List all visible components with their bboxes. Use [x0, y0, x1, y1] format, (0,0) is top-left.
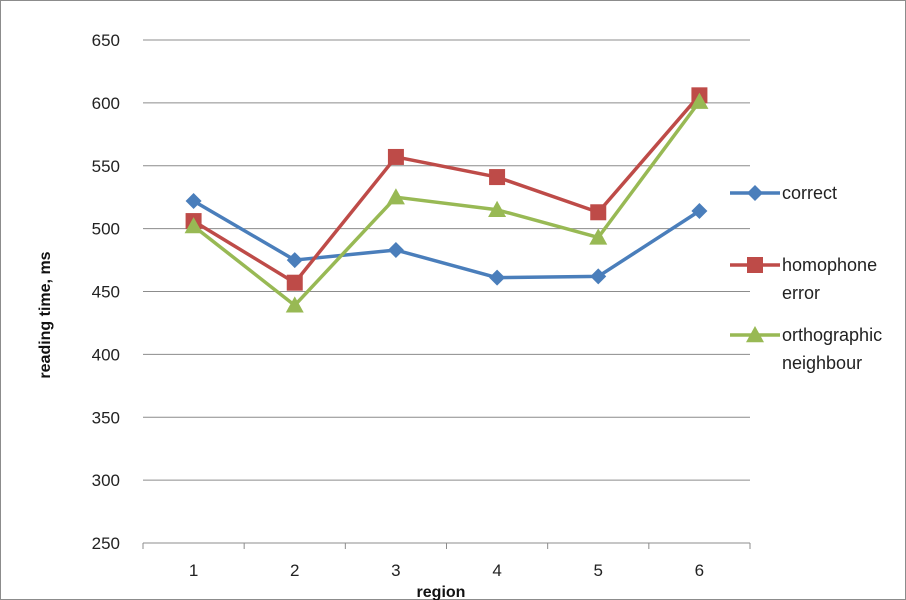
data-point	[489, 269, 506, 286]
data-point	[184, 217, 203, 234]
x-tick-label: 3	[391, 561, 400, 580]
y-tick-label: 400	[92, 345, 120, 364]
data-point	[590, 204, 607, 221]
legend-label: homophone	[782, 255, 877, 275]
x-tick-label: 2	[290, 561, 299, 580]
series-correct	[185, 192, 708, 286]
legend-item: orthographic neighbour	[730, 325, 882, 373]
x-tick-label: 4	[492, 561, 501, 580]
legend-marker	[746, 326, 764, 343]
legend-item: correct	[730, 183, 837, 203]
series-orthographic-neighbour	[184, 92, 709, 313]
y-tick-label: 650	[92, 31, 120, 50]
legend-item: homophone error	[730, 255, 877, 303]
data-point	[286, 274, 303, 291]
data-point	[185, 192, 202, 209]
data-point	[690, 92, 709, 109]
legend-label: neighbour	[782, 353, 862, 373]
data-point	[691, 203, 708, 220]
data-point	[286, 252, 303, 269]
data-point	[488, 200, 507, 217]
x-tick-label: 5	[594, 561, 603, 580]
legend: correct homophone error orthographic neighbo…	[730, 183, 882, 373]
y-axis-title: reading time, ms	[37, 251, 54, 378]
y-tick-label: 500	[92, 220, 120, 239]
y-axis-tick-labels: 250 300 350 400 450 500 550 600 650	[92, 31, 120, 553]
data-point	[386, 188, 405, 205]
series-group	[184, 87, 709, 313]
series-line	[192, 94, 701, 285]
y-tick-label: 350	[92, 408, 120, 427]
legend-marker	[747, 185, 763, 201]
y-tick-label: 300	[92, 471, 120, 490]
data-point	[387, 148, 404, 165]
gridlines	[143, 39, 750, 481]
legend-marker	[747, 257, 763, 273]
x-axis	[142, 542, 751, 549]
data-point	[489, 169, 506, 186]
data-point	[285, 296, 304, 313]
x-tick-label: 6	[695, 561, 704, 580]
y-tick-label: 250	[92, 534, 120, 553]
series-line	[192, 100, 701, 308]
series-line	[192, 199, 701, 280]
series-homophone-error	[185, 87, 708, 291]
data-point	[387, 242, 404, 259]
x-axis-tick-labels: 1 2 3 4 5 6	[189, 561, 704, 580]
legend-label: orthographic	[782, 325, 882, 345]
y-tick-label: 550	[92, 157, 120, 176]
data-point	[589, 228, 608, 245]
y-tick-label: 450	[92, 283, 120, 302]
x-tick-label: 1	[189, 561, 198, 580]
legend-label: correct	[782, 183, 837, 203]
legend-label: error	[782, 283, 820, 303]
data-point	[590, 268, 607, 285]
x-axis-title: region	[417, 584, 466, 600]
y-tick-label: 600	[92, 94, 120, 113]
